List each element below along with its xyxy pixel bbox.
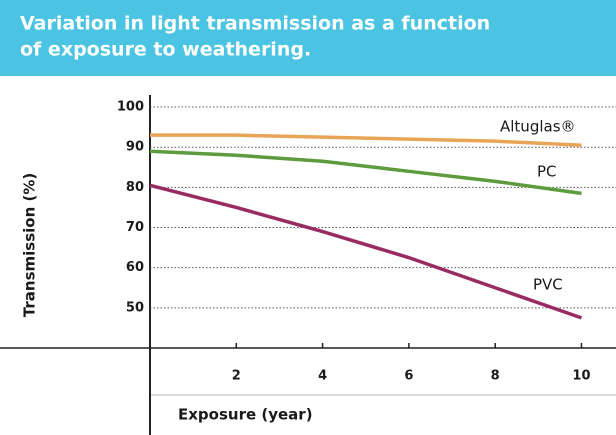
x-tick-label: 10	[572, 369, 590, 384]
y-tick-label: 70	[126, 220, 144, 235]
x-tick-label: 6	[404, 369, 413, 384]
x-tick-label: 8	[491, 369, 500, 384]
y-tick-label: 80	[126, 180, 144, 195]
series-line	[149, 183, 583, 320]
series-label: PVC	[533, 276, 563, 294]
series-line	[150, 133, 582, 147]
x-tick-label: 2	[232, 369, 241, 384]
series-label: Altuglas®	[500, 118, 576, 136]
series-label: PC	[537, 163, 557, 181]
y-axis-title: Transmission (%)	[21, 173, 39, 317]
y-tick-label: 60	[126, 260, 144, 275]
chart-title: of exposure to weathering.	[20, 39, 311, 61]
y-tick-label: 90	[126, 140, 144, 155]
y-tick-label: 50	[126, 300, 144, 315]
header-band	[0, 0, 616, 76]
y-tick-label: 100	[117, 100, 144, 115]
x-tick-label: 4	[318, 369, 327, 384]
chart-title: Variation in light transmission as a fun…	[20, 13, 490, 35]
x-axis-title: Exposure (year)	[178, 406, 313, 424]
series-line	[149, 149, 582, 196]
